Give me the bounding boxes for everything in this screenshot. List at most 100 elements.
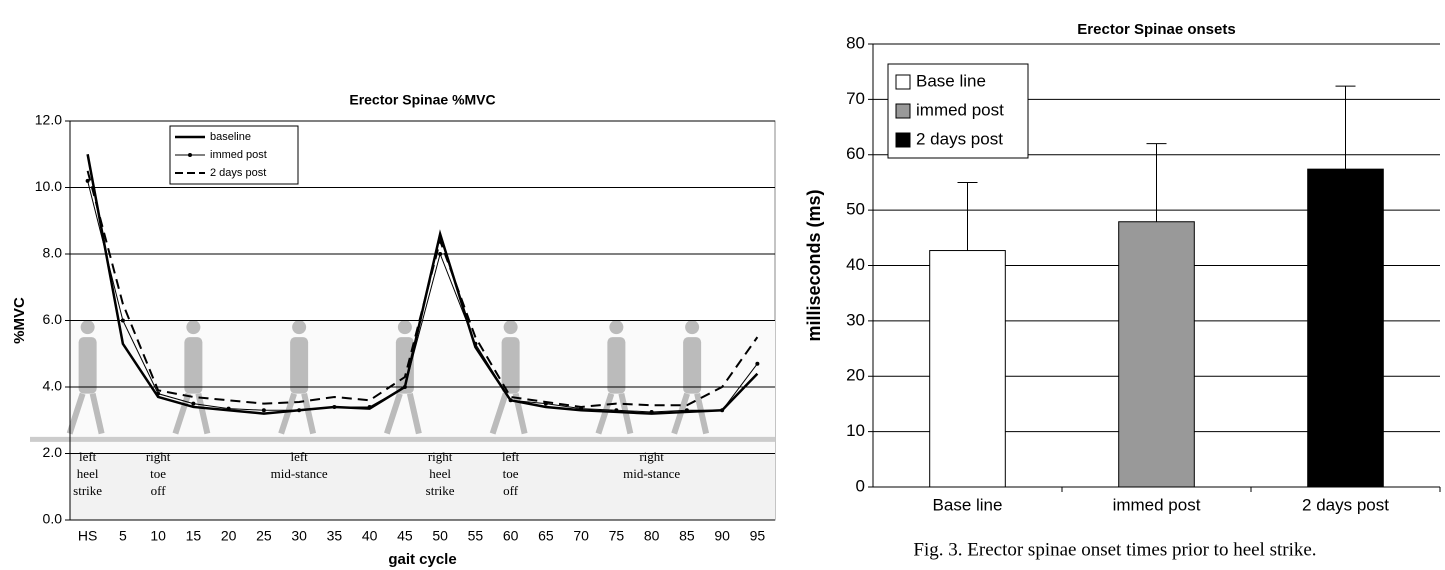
chart-title: Erector Spinae %MVC xyxy=(349,92,495,108)
series-line xyxy=(86,154,759,415)
point xyxy=(332,404,337,409)
legend-label: 2 days post xyxy=(210,167,266,179)
walker-head xyxy=(292,320,307,335)
y-tick-label: 4.0 xyxy=(43,378,63,394)
annotation-line: mid-stance xyxy=(623,466,680,481)
point xyxy=(508,398,513,403)
ground-line xyxy=(30,436,775,442)
x-tick-label: 5 xyxy=(119,528,127,544)
walker-head xyxy=(685,320,700,335)
y-tick-label: 40 xyxy=(846,255,865,274)
point xyxy=(156,391,161,396)
annotation-line: left xyxy=(502,449,520,464)
annotation-line: off xyxy=(503,483,519,498)
annotation: left mid-stance xyxy=(271,449,328,481)
annotation-line: toe xyxy=(503,466,519,481)
point xyxy=(473,341,478,346)
legend-label: Base line xyxy=(916,71,986,90)
x-tick-label: 70 xyxy=(573,528,589,544)
legend-label: immed post xyxy=(916,100,1004,119)
annotation: left toe off xyxy=(502,449,520,498)
legend-swatch xyxy=(895,74,911,90)
walker-head xyxy=(503,320,518,335)
annotation-line: off xyxy=(151,483,167,498)
x-tick-label: 80 xyxy=(644,528,660,544)
walker-body xyxy=(683,337,702,394)
x-tick-label: 95 xyxy=(750,528,766,544)
x-tick-label: HS xyxy=(78,528,97,544)
point xyxy=(755,361,760,366)
annotation-line: left xyxy=(79,449,97,464)
walker-body xyxy=(78,337,97,394)
legend-swatch xyxy=(895,132,911,148)
y-tick-label: 70 xyxy=(846,89,865,108)
x-tick-label: 55 xyxy=(468,528,484,544)
annotation-line: left xyxy=(290,449,308,464)
y-tick-label: 2.0 xyxy=(43,444,63,460)
annotation-line: heel xyxy=(77,466,99,481)
x-tick-label: immed post xyxy=(1113,495,1201,514)
walker-legs xyxy=(172,392,211,435)
annotation: right heel strike xyxy=(426,449,455,498)
y-tick-label: 8.0 xyxy=(43,245,63,261)
x-tick-label: 75 xyxy=(609,528,625,544)
annotation-line: heel xyxy=(429,466,451,481)
y-tick-label: 60 xyxy=(846,144,865,163)
legend-label: 2 days post xyxy=(916,129,1003,148)
y-tick-label: 10 xyxy=(846,421,865,440)
point xyxy=(438,252,443,256)
annotation: left heel strike xyxy=(73,449,102,498)
legend-swatch xyxy=(895,103,911,119)
x-tick-label: 45 xyxy=(397,528,413,544)
point xyxy=(297,408,302,413)
y-axis-label: %MVC xyxy=(11,297,28,344)
point xyxy=(720,408,725,413)
y-tick-label: 0 xyxy=(856,476,865,495)
annotation-line: strike xyxy=(426,483,455,498)
walker-body xyxy=(501,337,520,394)
point xyxy=(261,408,266,413)
error-bar xyxy=(957,181,978,251)
point xyxy=(684,408,689,413)
walker-legs xyxy=(671,392,710,435)
legend-label: baseline xyxy=(210,131,251,143)
x-tick-label: 40 xyxy=(362,528,378,544)
x-tick-label: 85 xyxy=(679,528,695,544)
x-tick-label: 60 xyxy=(503,528,519,544)
y-tick-label: 12.0 xyxy=(35,112,62,128)
y-tick-label: 20 xyxy=(846,366,865,385)
bar xyxy=(1118,221,1195,488)
legend-marker xyxy=(188,153,192,157)
walker-legs xyxy=(278,392,317,435)
y-tick-label: 30 xyxy=(846,310,865,329)
walker-head xyxy=(186,320,201,335)
walker-body xyxy=(290,337,309,394)
caption: Fig. 3. Erector spinae onset times prior… xyxy=(913,539,1316,560)
point xyxy=(85,178,90,183)
walker-body xyxy=(184,337,203,394)
x-tick-label: 10 xyxy=(150,528,166,544)
point xyxy=(120,318,125,323)
error-bar xyxy=(1146,143,1167,222)
y-axis-label: milliseconds (ms) xyxy=(804,189,824,341)
series-line xyxy=(87,180,758,413)
y-tick-label: 80 xyxy=(846,33,865,52)
y-tick-label: 6.0 xyxy=(43,311,63,327)
legend-box xyxy=(887,63,1029,159)
x-tick-label: 35 xyxy=(327,528,343,544)
x-tick-label: 90 xyxy=(714,528,730,544)
x-tick-label: 65 xyxy=(538,528,554,544)
bar xyxy=(929,250,1006,488)
annotation-line: right xyxy=(639,449,664,464)
figure-band xyxy=(70,453,775,520)
point xyxy=(367,404,372,409)
annotation-line: right xyxy=(428,449,453,464)
walker-head xyxy=(609,320,624,335)
annotation-line: mid-stance xyxy=(271,466,328,481)
x-tick-label: 15 xyxy=(186,528,202,544)
annotation: right toe off xyxy=(146,449,171,498)
walker-legs xyxy=(66,392,105,435)
series-line xyxy=(86,170,759,408)
error-bar xyxy=(1335,85,1356,170)
